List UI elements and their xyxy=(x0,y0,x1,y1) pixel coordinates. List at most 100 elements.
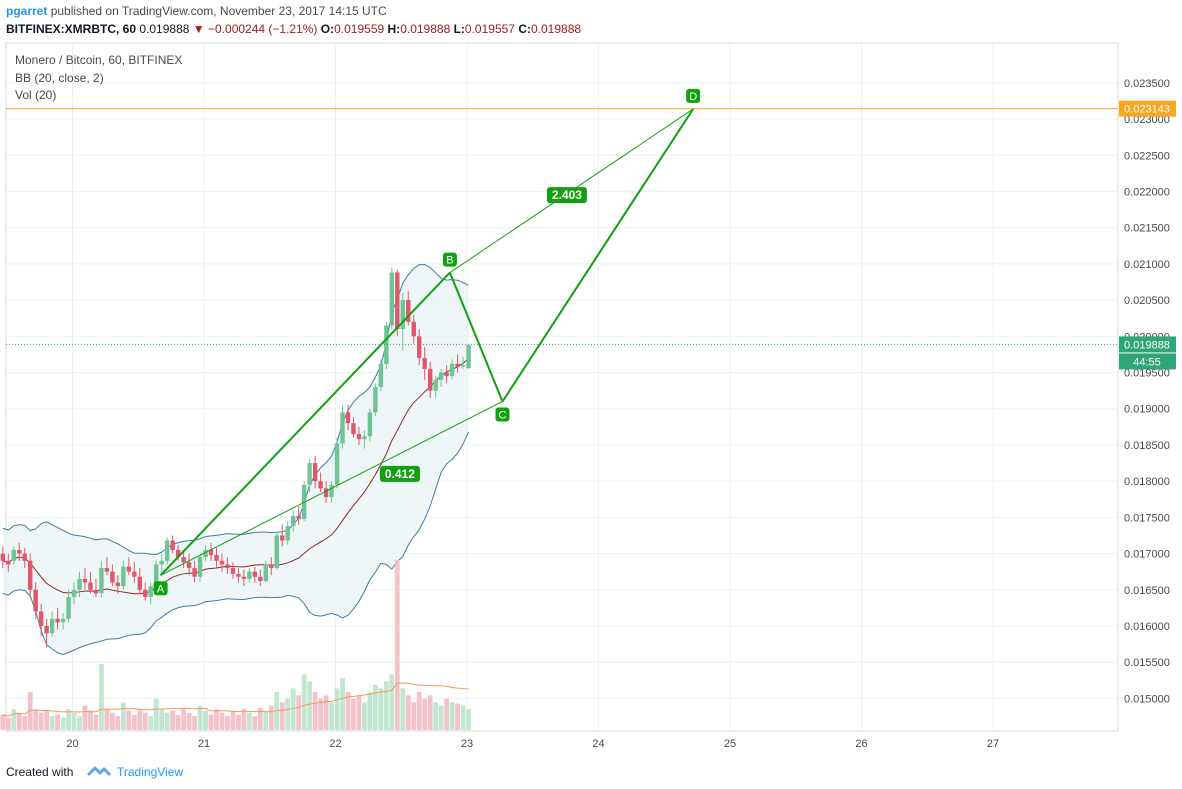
x-tick-label: 25 xyxy=(724,738,736,750)
volume-bar xyxy=(438,705,444,730)
point-a-label: A xyxy=(157,583,165,595)
candle-body xyxy=(433,379,438,391)
candle-body xyxy=(291,515,296,527)
tradingview-link[interactable]: TradingView xyxy=(117,765,184,779)
volume-bar xyxy=(88,710,93,730)
volume-bar xyxy=(257,707,263,730)
candle-body xyxy=(38,611,44,626)
legend-bb: BB (20, close, 2) xyxy=(15,71,104,85)
x-tick-label: 24 xyxy=(592,738,604,750)
candle-body xyxy=(132,571,137,577)
ratio-line-ac xyxy=(160,401,503,576)
candle-body xyxy=(28,560,33,590)
candle-body xyxy=(121,566,126,587)
volume-bar xyxy=(164,712,170,730)
countdown-label: 44:55 xyxy=(1133,356,1161,368)
ratio-badge xyxy=(546,187,587,204)
candle-body xyxy=(181,557,186,563)
candle-body xyxy=(88,582,93,590)
volume-bar xyxy=(307,681,313,730)
candle-body xyxy=(427,368,433,391)
x-tick-label: 20 xyxy=(66,738,78,750)
candle-body xyxy=(66,597,71,619)
volume-bar xyxy=(268,705,274,730)
y-tick-label: 0.020500 xyxy=(1124,295,1170,307)
candle-body xyxy=(49,618,55,634)
abcd-pattern[interactable]: A B C D 0.412 2.403 xyxy=(6,88,1118,596)
volume-bar xyxy=(362,702,367,730)
candle-body xyxy=(340,412,345,444)
y-tick-label: 0.022500 xyxy=(1124,150,1170,162)
volume-bar xyxy=(219,712,225,730)
volume-bar xyxy=(148,716,154,730)
y-tick-label: 0.021000 xyxy=(1124,259,1170,271)
candle-body xyxy=(225,564,230,569)
y-tick-label: 0.017500 xyxy=(1124,512,1170,524)
candle-body xyxy=(71,589,77,598)
candle-body xyxy=(159,560,164,565)
volume-bar xyxy=(55,714,60,730)
volume-bar xyxy=(449,702,455,730)
candle-body xyxy=(60,618,66,623)
volume-bars xyxy=(0,560,471,730)
candle-body xyxy=(378,363,384,387)
candle-body xyxy=(219,560,225,565)
candle-body xyxy=(22,553,27,561)
candle-body xyxy=(318,481,323,489)
volume-bar xyxy=(153,698,159,730)
candle-body xyxy=(449,363,455,377)
volume-bar xyxy=(142,712,148,730)
y-tick-label: 0.016500 xyxy=(1124,585,1170,597)
candle-body xyxy=(115,582,121,587)
author-link[interactable]: pgarret xyxy=(6,4,48,18)
candle-body xyxy=(312,463,318,482)
candle-body xyxy=(417,336,422,359)
volume-bar xyxy=(131,714,137,730)
volume-bar xyxy=(427,695,433,730)
time-axis[interactable]: 20 21 22 23 24 25 26 27 xyxy=(66,738,999,750)
volume-bar xyxy=(71,712,77,730)
volume-bar xyxy=(340,677,345,730)
low-label: L: xyxy=(453,22,465,36)
candle-body xyxy=(126,566,132,572)
price-axis[interactable]: 0.023500 0.023000 0.022500 0.022000 0.021500… xyxy=(1119,78,1176,706)
candle-body xyxy=(406,300,411,322)
candle-body xyxy=(252,571,258,577)
candle-body xyxy=(323,488,329,498)
y-tick-label: 0.021500 xyxy=(1124,223,1170,235)
candle-body xyxy=(411,321,416,337)
y-tick-label: 0.019500 xyxy=(1124,368,1170,380)
x-tick-label: 23 xyxy=(461,738,473,750)
high-value: 0.019888 xyxy=(400,22,451,36)
volume-bar xyxy=(197,705,203,730)
candle-body xyxy=(444,372,449,377)
ratio-badge xyxy=(379,465,420,482)
y-tick-label: 0.019000 xyxy=(1124,404,1170,416)
chart-pane[interactable] xyxy=(5,42,1119,732)
volume-bar xyxy=(60,717,66,730)
resistance-price-label: 0.023143 xyxy=(1124,104,1170,116)
candle-body xyxy=(455,363,460,367)
ratio-label: 2.403 xyxy=(552,188,582,202)
candle-body xyxy=(82,578,88,583)
volume-bar xyxy=(99,664,104,730)
volume-bar xyxy=(405,695,411,730)
bb-basis xyxy=(2,358,469,595)
candle-body xyxy=(192,568,197,577)
volume-bar xyxy=(334,688,340,730)
candle-body xyxy=(137,576,142,590)
candle-body xyxy=(93,589,99,594)
x-tick-label: 21 xyxy=(198,738,210,750)
x-tick-label: 26 xyxy=(855,738,867,750)
volume-bar xyxy=(186,712,192,730)
volume-bar xyxy=(44,710,50,730)
volume-bar xyxy=(159,709,165,730)
volume-bar xyxy=(345,691,351,730)
point-b-badge xyxy=(442,252,457,267)
candle-body xyxy=(438,372,444,380)
volume-bar xyxy=(455,703,460,730)
volume-ma-line xyxy=(2,682,469,717)
candle-body xyxy=(285,526,290,541)
chart-header: pgarret published on TradingView.com, No… xyxy=(0,0,1182,42)
